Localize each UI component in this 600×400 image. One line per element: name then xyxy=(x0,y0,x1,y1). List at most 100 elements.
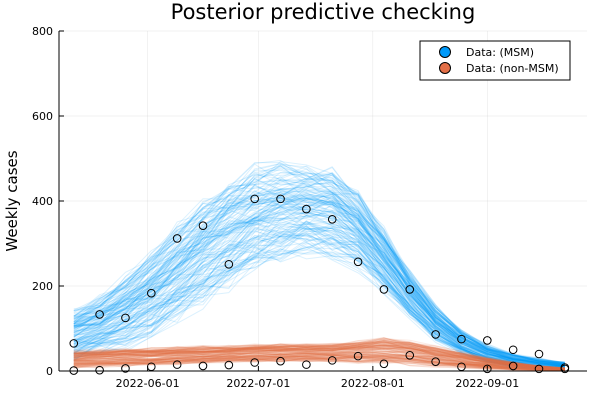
simulation-trace xyxy=(73,190,565,365)
simulation-trace xyxy=(73,343,565,369)
simulation-trace xyxy=(73,357,565,371)
simulation-trace xyxy=(73,355,565,371)
simulation-trace xyxy=(73,180,565,365)
data-point-non-msm xyxy=(224,360,234,370)
simulation-trace xyxy=(73,352,565,371)
simulation-trace xyxy=(73,344,565,370)
data-point-non-msm xyxy=(147,362,156,372)
simulation-trace xyxy=(73,227,565,370)
simulation-trace xyxy=(73,179,565,365)
simulation-trace xyxy=(73,342,565,369)
data-point-msm xyxy=(483,336,492,345)
data-point-non-msm xyxy=(534,364,544,374)
simulation-trace xyxy=(73,199,565,367)
simulation-trace xyxy=(73,215,565,368)
simulation-trace xyxy=(73,355,565,371)
data-point-msm xyxy=(379,285,389,294)
simulation-trace xyxy=(73,340,565,369)
simulation-trace xyxy=(73,202,565,368)
data-point-msm xyxy=(198,221,208,230)
simulation-trace xyxy=(73,340,565,370)
simulation-trace xyxy=(73,194,565,365)
legend-label-non-msm: Data: (non-MSM) xyxy=(466,62,559,75)
simulation-trace xyxy=(73,185,565,366)
simulation-trace xyxy=(73,225,565,371)
simulation-trace xyxy=(73,165,565,365)
simulation-trace xyxy=(73,203,565,367)
simulation-trace xyxy=(73,188,565,365)
simulation-trace xyxy=(73,356,565,371)
simulation-trace xyxy=(73,195,565,367)
simulation-trace xyxy=(73,217,565,368)
simulation-trace xyxy=(73,353,565,371)
simulation-trace xyxy=(73,193,565,366)
simulation-trace xyxy=(73,356,565,371)
simulation-trace xyxy=(73,340,565,369)
simulation-trace xyxy=(73,346,565,370)
data-point-msm xyxy=(224,260,234,269)
simulation-trace xyxy=(73,180,565,365)
simulation-trace xyxy=(73,337,565,369)
simulation-trace xyxy=(73,353,565,370)
simulation-trace xyxy=(73,353,565,371)
simulation-trace xyxy=(73,193,565,367)
simulation-trace xyxy=(73,159,565,364)
simulation-trace xyxy=(73,197,565,366)
simulation-trace xyxy=(73,227,565,369)
data-point-msm xyxy=(405,285,415,294)
simulation-trace xyxy=(73,220,565,368)
data-point-msm xyxy=(534,349,544,359)
simulation-trace xyxy=(73,191,565,366)
simulation-trace xyxy=(73,182,565,366)
simulation-trace xyxy=(73,346,565,370)
simulation-trace xyxy=(73,355,565,371)
simulation-trace xyxy=(73,205,565,367)
simulation-trace xyxy=(73,227,565,368)
simulation-trace xyxy=(73,165,565,363)
simulation-trace xyxy=(73,241,565,371)
simulation-trace xyxy=(73,200,565,367)
data-point-msm xyxy=(276,194,285,204)
simulation-trace xyxy=(73,342,565,369)
simulation-trace xyxy=(73,352,565,371)
simulation-trace xyxy=(73,352,565,371)
y-tick-label: 800 xyxy=(32,25,53,38)
y-tick-label: 400 xyxy=(32,195,53,208)
simulation-trace xyxy=(73,222,565,368)
simulation-trace xyxy=(73,354,565,371)
simulation-trace xyxy=(73,199,565,368)
data-point-non-msm xyxy=(327,356,337,365)
simulation-trace xyxy=(73,345,565,370)
simulation-trace xyxy=(73,345,565,370)
simulation-trace xyxy=(73,174,565,365)
simulation-trace xyxy=(73,236,565,371)
simulation-trace xyxy=(73,189,565,365)
simulation-trace xyxy=(73,203,565,367)
simulation-trace xyxy=(73,237,565,371)
simulation-trace xyxy=(73,351,565,370)
simulation-trace xyxy=(73,346,565,370)
simulation-trace xyxy=(73,355,565,371)
simulation-trace xyxy=(73,343,565,369)
simulation-trace xyxy=(73,355,565,371)
x-tick-label: 2022-09-01 xyxy=(455,377,519,390)
simulation-trace xyxy=(73,341,565,370)
data-points xyxy=(69,194,570,375)
simulation-trace xyxy=(73,345,565,369)
simulation-trace xyxy=(73,353,565,371)
simulation-trace xyxy=(73,357,565,371)
simulation-trace xyxy=(73,238,565,371)
simulation-trace xyxy=(73,349,565,370)
simulation-trace xyxy=(73,340,565,369)
simulation-trace xyxy=(73,344,565,370)
simulation-trace xyxy=(73,354,565,371)
simulation-trace xyxy=(73,341,565,369)
simulation-trace xyxy=(73,352,565,371)
simulation-trace xyxy=(73,197,565,367)
simulation-trace xyxy=(73,235,565,370)
simulation-trace xyxy=(73,165,565,364)
simulation-trace xyxy=(73,172,565,363)
simulation-trace xyxy=(73,201,565,367)
simulation-trace xyxy=(73,218,565,369)
simulation-trace xyxy=(73,358,565,371)
